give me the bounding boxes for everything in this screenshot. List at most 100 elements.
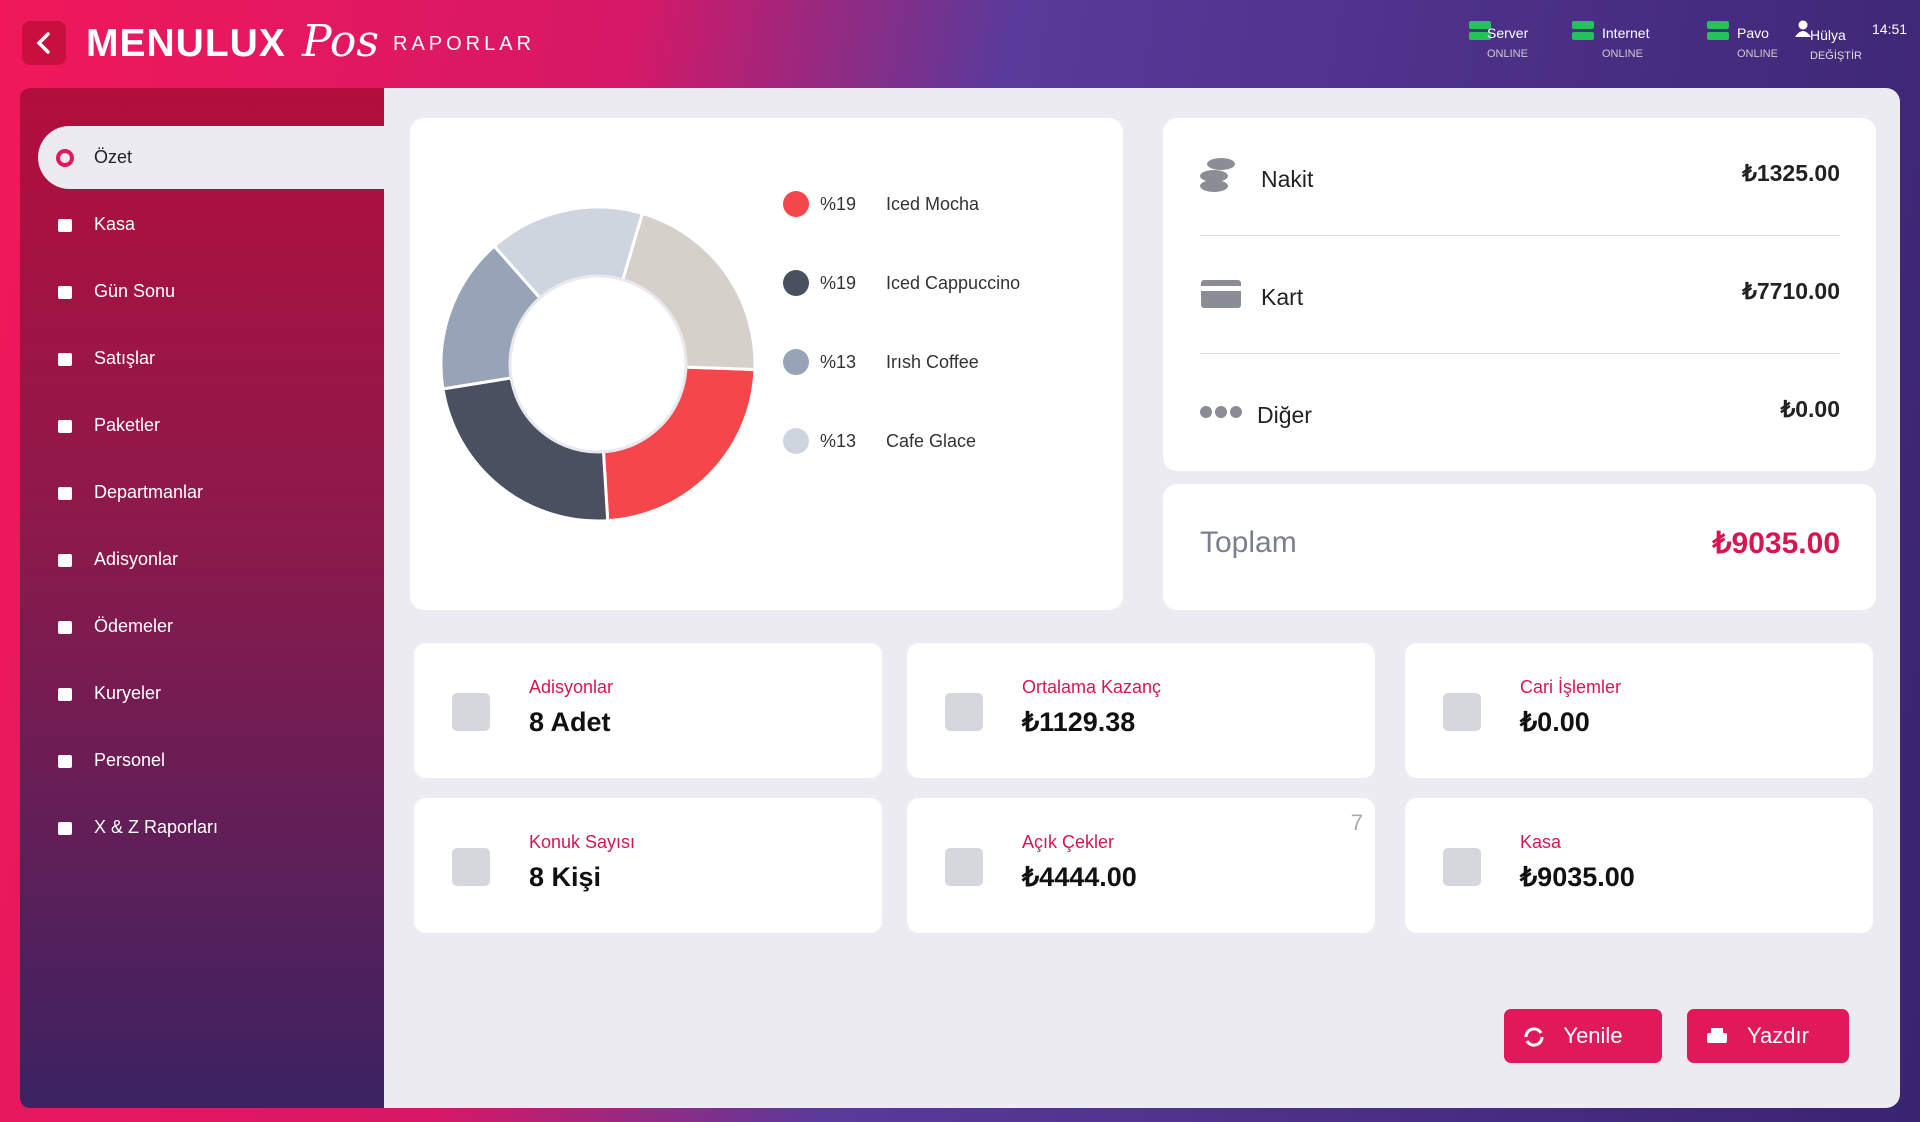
menu-icon: [58, 286, 72, 299]
button-icon: [1524, 1027, 1544, 1047]
button-icon: [1707, 1028, 1727, 1043]
payment-icon: [1200, 158, 1235, 192]
menu-label: X & Z Raporları: [94, 817, 219, 837]
stat-label: Adisyonlar: [529, 677, 614, 697]
menu-item[interactable]: Kuryeler: [38, 662, 384, 725]
menu-icon: [58, 822, 72, 835]
menu-item[interactable]: Satışlar: [38, 327, 384, 390]
menu-item[interactable]: X & Z Raporları: [38, 796, 384, 859]
menu-icon: [58, 353, 72, 366]
stat-icon: [945, 693, 983, 731]
menu-label: Satışlar: [94, 348, 156, 368]
legend-label: Irısh Coffee: [886, 352, 979, 372]
menu-label: Kasa: [94, 214, 136, 234]
stat-card: Konuk Sayısı 8 Kişi: [414, 798, 882, 933]
menu-label: Departmanlar: [94, 482, 204, 502]
donut-slice: [601, 365, 757, 523]
menu-label: Gün Sonu: [94, 281, 176, 301]
legend-label: Iced Mocha: [886, 194, 980, 214]
menu-label: Kuryeler: [94, 683, 162, 703]
legend-label: Cafe Glace: [886, 431, 976, 451]
payment-amount: ₺0.00: [1780, 396, 1840, 422]
total-amount: ₺9035.00: [1712, 527, 1840, 560]
legend-swatch: [783, 349, 809, 375]
divider: [1200, 235, 1840, 236]
status-state: ONLINE: [1737, 48, 1778, 60]
legend-value: %13: [820, 431, 856, 451]
user-icon: [1795, 20, 1811, 37]
menu-item[interactable]: Departmanlar: [38, 461, 384, 524]
user-name[interactable]: Hülya: [1810, 27, 1846, 43]
legend-value: %19: [820, 194, 856, 214]
donut-slice: [620, 211, 757, 372]
brand-script: Pos: [302, 16, 379, 67]
stat-icon: [1443, 848, 1481, 886]
menu-icon: [58, 621, 72, 634]
total-card: Toplam ₺9035.00: [1163, 484, 1876, 610]
stat-card: Ortalama Kazanç ₺1129.38: [907, 643, 1375, 778]
stat-value: ₺0.00: [1520, 707, 1590, 737]
menu-icon: [56, 149, 74, 167]
stat-card: Kasa ₺9035.00: [1405, 798, 1873, 933]
stat-card: Açık Çekler ₺4444.00 7: [907, 798, 1375, 933]
menu-label: Ödemeler: [94, 616, 174, 636]
status-icon: [1572, 21, 1594, 40]
section-title: RAPORLAR: [393, 33, 536, 55]
menu-icon: [58, 487, 72, 500]
stat-value: ₺9035.00: [1520, 862, 1635, 892]
payment-label: Kart: [1261, 284, 1304, 310]
menu-label: Paketler: [94, 415, 161, 435]
menu-item[interactable]: Gün Sonu: [38, 260, 384, 323]
stat-label: Ortalama Kazanç: [1022, 677, 1162, 697]
action-button[interactable]: Yenile: [1504, 1009, 1662, 1063]
stat-label: Açık Çekler: [1022, 832, 1115, 852]
divider: [1200, 353, 1840, 354]
menu-item[interactable]: Özet: [38, 126, 384, 189]
payment-label: Nakit: [1261, 166, 1314, 192]
menu-item[interactable]: Kasa: [38, 193, 384, 256]
stat-icon: [1443, 693, 1481, 731]
button-label: Yenile: [1563, 1023, 1623, 1048]
donut-inner-ring: [508, 274, 688, 454]
status-label: Internet: [1602, 25, 1650, 41]
payment-icon: [1200, 406, 1242, 418]
back-icon: [36, 32, 50, 54]
legend-value: %13: [820, 352, 856, 372]
status-icon: [1707, 21, 1729, 40]
legend-label: Iced Cappuccino: [886, 273, 1020, 293]
stat-value: ₺4444.00: [1022, 862, 1137, 892]
status-label: Server: [1487, 25, 1529, 41]
legend-swatch: [783, 428, 809, 454]
payment-amount: ₺1325.00: [1742, 160, 1840, 186]
menu-item[interactable]: Paketler: [38, 394, 384, 457]
menu-icon: [58, 420, 72, 433]
menu-icon: [58, 219, 72, 232]
status-label: Pavo: [1737, 25, 1769, 41]
stat-value: ₺1129.38: [1022, 707, 1136, 737]
menu-icon: [58, 755, 72, 768]
status-icon: [1469, 21, 1491, 40]
back-button[interactable]: [22, 21, 66, 65]
stat-badge: 7: [1350, 810, 1363, 835]
stat-icon: [452, 848, 490, 886]
menu-item[interactable]: Personel: [38, 729, 384, 792]
stat-label: Cari İşlemler: [1520, 677, 1622, 697]
legend-swatch: [783, 191, 809, 217]
menu-label: Personel: [94, 750, 166, 770]
stat-label: Kasa: [1520, 832, 1562, 852]
stat-label: Konuk Sayısı: [529, 832, 636, 852]
chart-card: [410, 118, 1123, 610]
stat-value: 8 Kişi: [529, 862, 602, 892]
menu-item[interactable]: Adisyonlar: [38, 528, 384, 591]
stat-card: Adisyonlar 8 Adet: [414, 643, 882, 778]
menu-label: Özet: [94, 147, 133, 167]
legend-value: %19: [820, 273, 856, 293]
menu-item[interactable]: Ödemeler: [38, 595, 384, 658]
menu-icon: [58, 688, 72, 701]
user-action[interactable]: DEĞİŞTİR: [1810, 50, 1862, 62]
payments-card: [1163, 118, 1876, 471]
menu-icon: [58, 554, 72, 567]
action-button[interactable]: Yazdır: [1687, 1009, 1849, 1063]
legend-swatch: [783, 270, 809, 296]
